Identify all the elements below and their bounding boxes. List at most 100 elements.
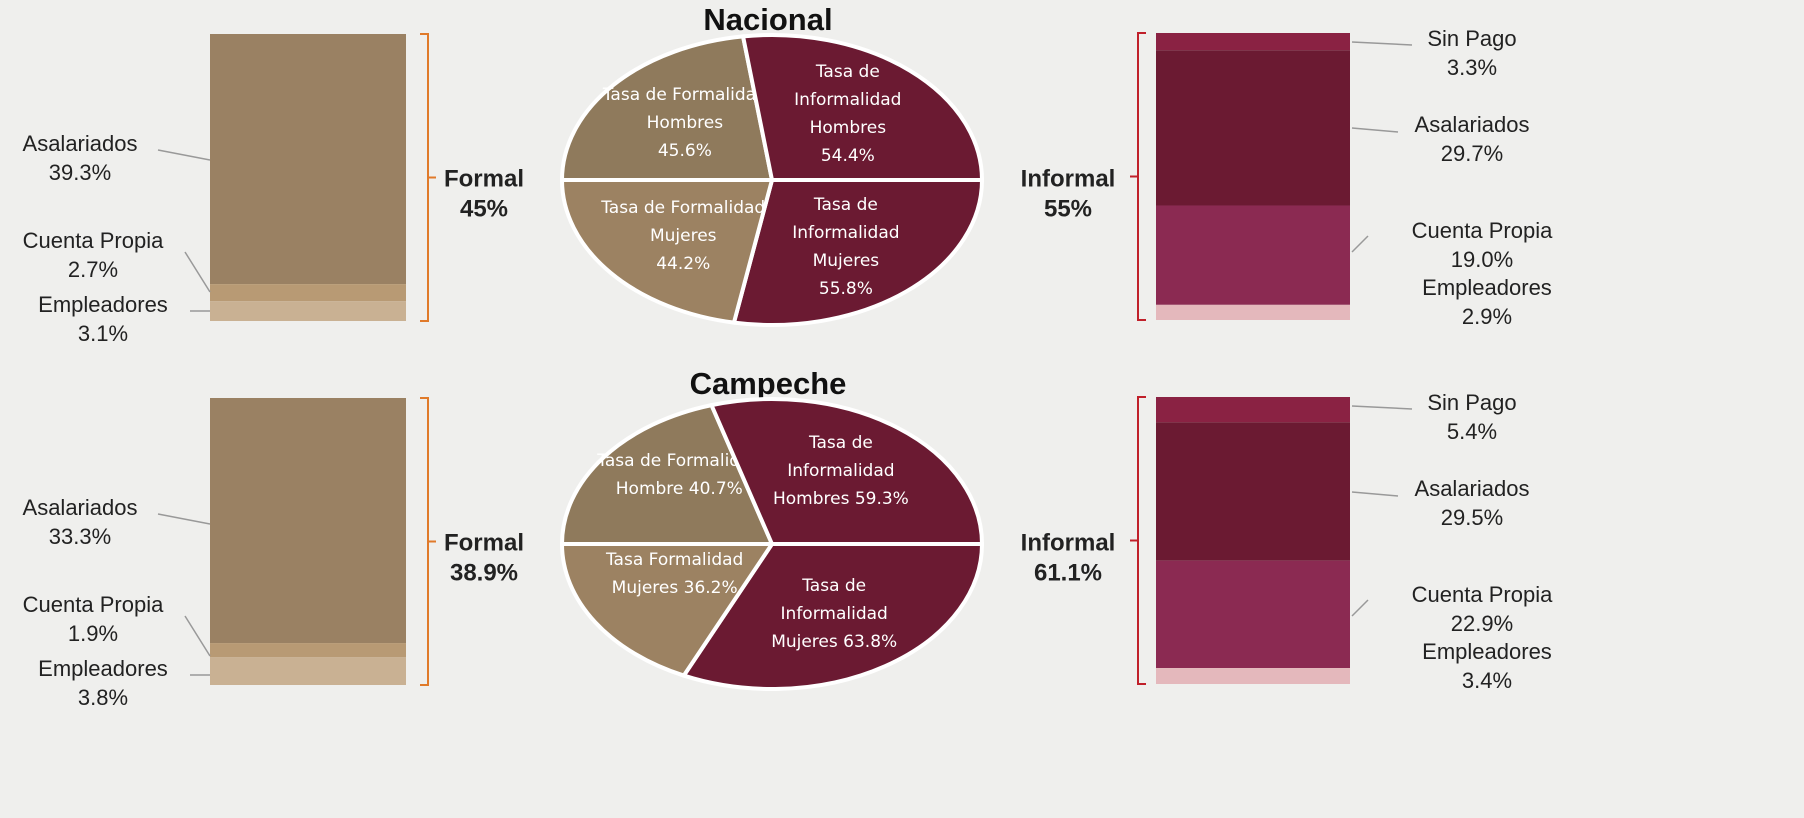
slice-value: 59.3% bbox=[854, 489, 909, 510]
pie-slice bbox=[708, 397, 985, 546]
segment-value: 2.9% bbox=[1462, 304, 1512, 329]
leader-line bbox=[1351, 235, 1369, 253]
slice-name: Tasa Formalidad Mujeres bbox=[605, 549, 744, 598]
segment-value: 33.3% bbox=[49, 524, 111, 549]
segment-value: 2.7% bbox=[68, 257, 118, 282]
leader-line bbox=[157, 513, 211, 525]
segment-label: Empleadores bbox=[1422, 275, 1552, 300]
slice-name: Tasa de Formalidad Hombre bbox=[597, 451, 762, 500]
pie-slice bbox=[559, 34, 775, 182]
segment-label: Asalariados bbox=[1415, 476, 1530, 501]
slice-label: Tasa Formalidad Mujeres 36.2% bbox=[590, 526, 760, 656]
slice-value: 54.4% bbox=[820, 146, 875, 167]
bar-segment bbox=[1156, 560, 1350, 669]
segment-value: 29.7% bbox=[1441, 141, 1503, 166]
slice-label-box: Tasa de Formalidad Hombre 40.7% bbox=[594, 427, 764, 557]
group-total: 45% bbox=[460, 195, 508, 222]
group-total: 38.9% bbox=[450, 559, 518, 586]
slice-label-box: Tasa de Informalidad Hombres 59.3% bbox=[756, 409, 926, 539]
pie-slice bbox=[559, 178, 775, 325]
slice-label-box: Tasa de Informalidad Hombres 54.4% bbox=[763, 49, 933, 179]
group-label: Formal bbox=[444, 165, 524, 192]
slice-value: 44.2% bbox=[656, 253, 711, 274]
slice-label: Tasa de Formalidad Hombre 40.7% bbox=[594, 427, 764, 557]
slice-value: 55.8% bbox=[818, 278, 873, 299]
pie-slice bbox=[680, 542, 985, 691]
segment-label: Cuenta Propia bbox=[23, 228, 164, 253]
bracket bbox=[1130, 396, 1146, 685]
segment-label: Empleadores bbox=[38, 656, 168, 681]
group-label: Formal bbox=[444, 529, 524, 556]
bar-segment bbox=[1156, 205, 1350, 305]
group-label: Informal bbox=[1021, 529, 1116, 556]
slice-label: Tasa de Informalidad Hombres 59.3% bbox=[756, 409, 926, 539]
bar-segment bbox=[210, 643, 406, 658]
group-label: Informal bbox=[1021, 165, 1116, 192]
slice-value: 36.2% bbox=[683, 577, 738, 598]
segment-label: Sin Pago bbox=[1427, 390, 1516, 415]
leader-line bbox=[1351, 491, 1399, 497]
pie-slice bbox=[559, 542, 776, 678]
leader-line bbox=[1351, 127, 1399, 133]
leader-line bbox=[1351, 599, 1369, 617]
slice-name: Tasa de Formalidad Mujeres bbox=[601, 197, 766, 246]
segment-label: Sin Pago bbox=[1427, 26, 1516, 51]
bar-segment bbox=[1156, 33, 1350, 51]
slice-name: Tasa de Informalidad Mujeres bbox=[792, 194, 900, 271]
bracket bbox=[1130, 32, 1146, 321]
slice-label-box: Tasa de Informalidad Mujeres 55.8% bbox=[761, 182, 931, 312]
leader-line bbox=[184, 251, 211, 293]
slice-label: Tasa de Formalidad Hombres 45.6% bbox=[600, 58, 770, 188]
segment-label: Empleadores bbox=[38, 292, 168, 317]
slice-value: 63.8% bbox=[843, 632, 898, 653]
segment-value: 3.4% bbox=[1462, 668, 1512, 693]
segment-label: Asalariados bbox=[23, 131, 138, 156]
leader-line bbox=[157, 149, 211, 161]
slice-name: Tasa de Informalidad Hombres bbox=[772, 433, 895, 510]
segment-value: 3.1% bbox=[78, 321, 128, 346]
slice-label: Tasa de Informalidad Hombres 54.4% bbox=[763, 49, 933, 179]
segment-label: Cuenta Propia bbox=[1412, 218, 1553, 243]
bar-segment bbox=[1156, 304, 1350, 320]
bar-segment bbox=[210, 34, 406, 285]
segment-label: Asalariados bbox=[1415, 112, 1530, 137]
slice-name: Tasa de Informalidad Hombres bbox=[794, 62, 902, 139]
group-total: 55% bbox=[1044, 195, 1092, 222]
slice-label-box: Tasa de Informalidad Mujeres 63.8% bbox=[749, 552, 919, 682]
slice-label: Tasa de Informalidad Mujeres 55.8% bbox=[761, 182, 931, 312]
bar-segment bbox=[1156, 397, 1350, 423]
segment-label: Asalariados bbox=[23, 495, 138, 520]
bracket bbox=[420, 33, 436, 322]
slice-value: 40.7% bbox=[688, 479, 743, 500]
segment-value: 19.0% bbox=[1451, 247, 1513, 272]
leader-line bbox=[1351, 405, 1413, 410]
segment-value: 1.9% bbox=[68, 621, 118, 646]
segment-value: 39.3% bbox=[49, 160, 111, 185]
bar-segment bbox=[1156, 422, 1350, 561]
slice-label: Tasa de Formalidad Mujeres 44.2% bbox=[598, 171, 768, 301]
bar-segment bbox=[210, 301, 406, 321]
pie-slice bbox=[740, 33, 985, 182]
slice-label-box: Tasa de Formalidad Hombres 45.6% bbox=[600, 58, 770, 188]
slice-name: Tasa de Informalidad Mujeres bbox=[771, 576, 888, 653]
bar-segment bbox=[1156, 668, 1350, 684]
bar-segment bbox=[1156, 50, 1350, 206]
slice-value: 45.6% bbox=[657, 140, 712, 161]
pie-slice bbox=[559, 402, 776, 546]
bar-segment bbox=[210, 284, 406, 302]
segment-value: 5.4% bbox=[1447, 419, 1497, 444]
bar-segment bbox=[210, 398, 406, 644]
segment-label: Cuenta Propia bbox=[1412, 582, 1553, 607]
segment-label: Cuenta Propia bbox=[23, 592, 164, 617]
bracket bbox=[420, 397, 436, 686]
group-total: 61.1% bbox=[1034, 559, 1102, 586]
pie-slice bbox=[731, 178, 985, 327]
pie-title: Campeche bbox=[690, 366, 847, 401]
slice-label-box: Tasa de Formalidad Mujeres 44.2% bbox=[598, 171, 768, 301]
leader-line bbox=[184, 615, 211, 657]
segment-value: 3.3% bbox=[1447, 55, 1497, 80]
slice-label: Tasa de Informalidad Mujeres 63.8% bbox=[749, 552, 919, 682]
segment-label: Empleadores bbox=[1422, 639, 1552, 664]
pie-title: Nacional bbox=[703, 2, 832, 37]
